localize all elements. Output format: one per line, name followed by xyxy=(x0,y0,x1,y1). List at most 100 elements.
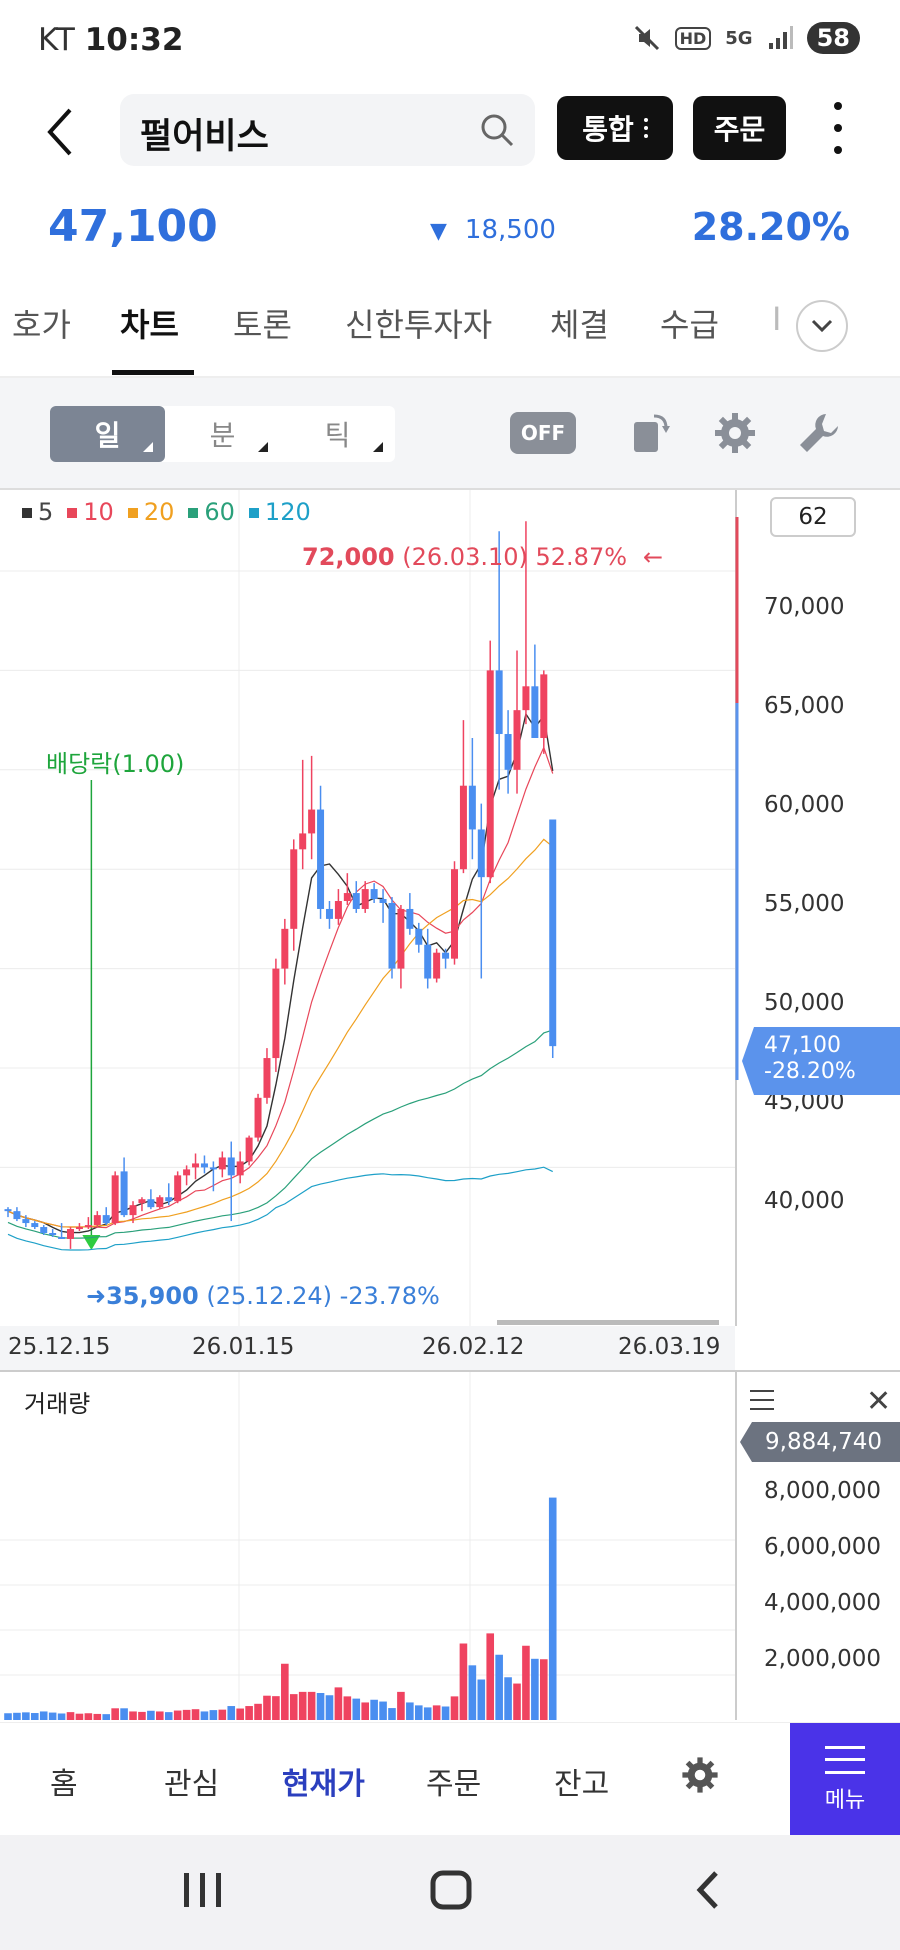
volume-bar xyxy=(84,1713,93,1720)
tab-supply-demand[interactable]: 수급 xyxy=(660,306,719,344)
menu-icon xyxy=(825,1745,865,1774)
legend-ma60: 60 xyxy=(188,498,235,526)
active-tab-underline xyxy=(112,370,194,375)
stock-name: 펄어비스 xyxy=(140,117,269,157)
candle-body xyxy=(236,1161,244,1176)
nav-current-price[interactable]: 현재가 xyxy=(282,1767,365,1802)
volume-bar xyxy=(200,1711,209,1720)
hamburger-icon[interactable] xyxy=(750,1390,774,1410)
tab-execution[interactable]: 체결 xyxy=(550,306,609,344)
candle-body xyxy=(263,1058,271,1098)
ex-dividend-label: 배당락(1.00) xyxy=(46,750,185,778)
candle-body xyxy=(361,889,369,909)
candle-body xyxy=(433,952,441,979)
network-5g-icon: 5G xyxy=(725,27,753,49)
down-triangle-icon: ▼ xyxy=(430,219,447,244)
candle-body xyxy=(442,952,450,959)
candle-body xyxy=(549,819,557,1047)
stock-search-box[interactable]: 펄어비스 xyxy=(120,94,535,166)
volume-bar xyxy=(414,1705,423,1720)
period-minute[interactable]: 분 xyxy=(165,406,280,462)
hd-icon: HD xyxy=(674,26,712,50)
candle-body xyxy=(75,1227,83,1230)
period-day[interactable]: 일 xyxy=(50,406,165,462)
ma-legend: 5 10 20 60 120 xyxy=(22,498,311,526)
volume-bar xyxy=(477,1679,486,1720)
home-icon[interactable] xyxy=(428,1865,474,1915)
tab-hoga[interactable]: 호가 xyxy=(12,306,71,344)
candle-body xyxy=(138,1199,146,1204)
tab-expand-button[interactable] xyxy=(796,300,848,352)
volume-y-tick: 6,000,000 xyxy=(764,1534,882,1560)
candle-body xyxy=(156,1197,164,1208)
candle-body xyxy=(13,1211,21,1220)
candle-body xyxy=(174,1175,182,1202)
volume-bar xyxy=(57,1713,66,1720)
candle-body xyxy=(379,899,387,903)
legend-ma20: 20 xyxy=(127,498,174,526)
order-button[interactable]: 주문 xyxy=(693,96,786,160)
volume-bar xyxy=(459,1643,468,1720)
candle-body xyxy=(451,869,458,959)
candle-body xyxy=(388,902,396,969)
signal-icon xyxy=(768,26,793,49)
nav-watchlist[interactable]: 관심 xyxy=(164,1767,220,1802)
back-button[interactable] xyxy=(40,102,90,162)
settings-gear-icon[interactable] xyxy=(678,1753,722,1797)
rotate-screen-icon[interactable] xyxy=(626,408,676,458)
candle-body xyxy=(200,1163,208,1168)
volume-chart[interactable] xyxy=(0,1372,900,1722)
recent-apps-icon[interactable] xyxy=(180,1865,226,1915)
volume-bar xyxy=(209,1710,218,1720)
tab-chart[interactable]: 차트 xyxy=(120,306,179,344)
tab-shinhan-investor[interactable]: 신한투자자 xyxy=(345,306,493,344)
kebab-menu-icon[interactable] xyxy=(826,102,850,154)
volume-bar xyxy=(486,1633,495,1720)
price-chart[interactable]: 5 10 20 60 120 62 72,000 (26.03.10) 52.8… xyxy=(0,490,900,1370)
tab-overflow[interactable]: I xyxy=(772,300,782,338)
volume-bar xyxy=(334,1687,343,1720)
volume-y-tick: 4,000,000 xyxy=(764,1590,882,1616)
volume-pane[interactable]: 거래량 ✕ 9,884,740 8,000,000 6,000,000 4,00… xyxy=(0,1370,900,1722)
menu-button[interactable]: 메뉴 xyxy=(790,1723,900,1836)
volume-bar xyxy=(75,1713,84,1720)
candle-body xyxy=(245,1137,253,1162)
volume-bar xyxy=(30,1713,39,1720)
candle-body xyxy=(468,785,476,830)
status-icons: HD 5G 58 xyxy=(633,22,860,54)
candle-body xyxy=(281,928,289,969)
candlestick-chart[interactable] xyxy=(0,490,900,1326)
y-tick: 55,000 xyxy=(764,891,845,917)
chart-scrollbar[interactable] xyxy=(497,1320,719,1325)
tab-discussion[interactable]: 토론 xyxy=(233,306,292,344)
back-nav-icon[interactable] xyxy=(688,1865,728,1915)
volume-bar xyxy=(441,1706,450,1720)
volume-bar xyxy=(182,1709,191,1720)
nav-home[interactable]: 홈 xyxy=(50,1767,78,1802)
ma60-line xyxy=(7,1029,553,1239)
tonghap-button[interactable]: 통합 xyxy=(557,96,673,160)
candle-body xyxy=(254,1097,262,1138)
candle-body xyxy=(334,901,342,919)
period-tick[interactable]: 틱 xyxy=(280,406,395,462)
gear-icon[interactable] xyxy=(710,408,760,458)
candle-count-box[interactable]: 62 xyxy=(770,497,856,537)
nav-order[interactable]: 주문 xyxy=(426,1767,482,1802)
volume-bar xyxy=(289,1694,298,1720)
candle-body xyxy=(352,893,360,909)
status-bar: KT 10:32 HD 5G 58 xyxy=(0,0,900,86)
volume-bar xyxy=(4,1713,12,1720)
wrench-icon[interactable] xyxy=(794,408,844,458)
volume-bar xyxy=(173,1710,182,1720)
volume-bar xyxy=(66,1712,75,1720)
off-toggle[interactable]: OFF xyxy=(510,412,576,454)
volume-bar xyxy=(513,1683,521,1720)
candle-body xyxy=(299,833,307,850)
candle-body xyxy=(102,1215,110,1224)
candle-body xyxy=(486,670,494,878)
volume-bar xyxy=(432,1705,441,1720)
candle-body xyxy=(209,1167,217,1170)
close-icon[interactable]: ✕ xyxy=(866,1384,892,1419)
volume-bar xyxy=(227,1706,236,1720)
nav-balance[interactable]: 잔고 xyxy=(554,1767,610,1802)
